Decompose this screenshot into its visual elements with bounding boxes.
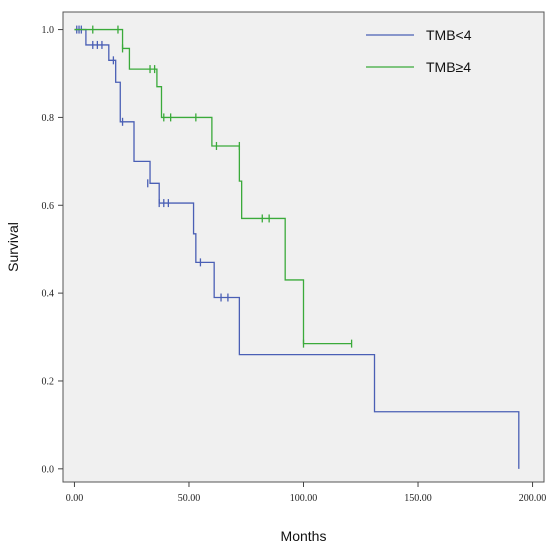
x-tick-label: 100.00: [290, 493, 318, 504]
legend: TMB<4 TMB≥4: [366, 27, 472, 75]
y-tick-label: 0.6: [42, 201, 55, 212]
x-tick-label: 0.00: [66, 493, 84, 504]
series-2: [74, 25, 353, 348]
survival-curve: [74, 28, 352, 345]
legend-label: TMB<4: [426, 27, 472, 43]
y-axis-title: Survival: [5, 222, 21, 272]
x-tick-label: 50.00: [178, 493, 201, 504]
plot-area: [62, 11, 545, 483]
y-tick-label: 1.0: [42, 25, 55, 36]
x-tick-label: 150.00: [404, 493, 432, 504]
axes: 0.00 50.00 100.00 150.00 200.00 0.0 0.2 0.4 0.6 0…: [42, 25, 547, 504]
y-tick-label: 0.8: [42, 113, 55, 124]
series-1: [74, 25, 520, 469]
y-tick-label: 0.2: [42, 376, 55, 387]
x-axis-title: Months: [281, 528, 327, 544]
y-tick-label: 0.4: [42, 289, 55, 300]
series-layer: [74, 25, 520, 469]
survival-curve: [74, 28, 520, 469]
x-tick-label: 200.00: [519, 493, 547, 504]
y-tick-label: 0.0: [42, 464, 55, 475]
legend-label: TMB≥4: [426, 59, 471, 75]
